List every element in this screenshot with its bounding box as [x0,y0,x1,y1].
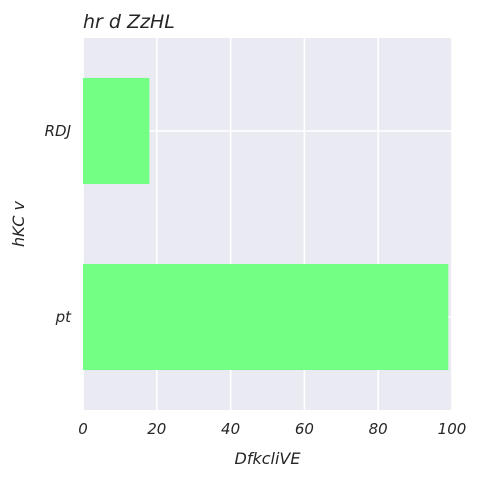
x-tick-label: 40 [221,420,240,438]
bar-rdj [83,77,150,185]
x-axis-label: DfkcliVE [235,449,302,468]
y-tick-label: pt [55,308,73,326]
x-tick-label: 80 [369,420,388,438]
y-axis-label: hKC v [9,201,28,247]
x-tick-label: 0 [78,420,88,438]
bar-pt [83,263,449,371]
x-tick-label: 60 [295,420,314,438]
y-tick-labels: RDJ pt [45,122,73,326]
x-tick-label: 20 [147,420,166,438]
x-tick-labels: 0 20 40 60 80 100 [78,420,466,438]
bars [83,77,449,371]
x-tick-label: 100 [438,420,467,438]
chart-title: hr d ZzHL [83,11,175,33]
y-tick-label: RDJ [45,122,71,140]
